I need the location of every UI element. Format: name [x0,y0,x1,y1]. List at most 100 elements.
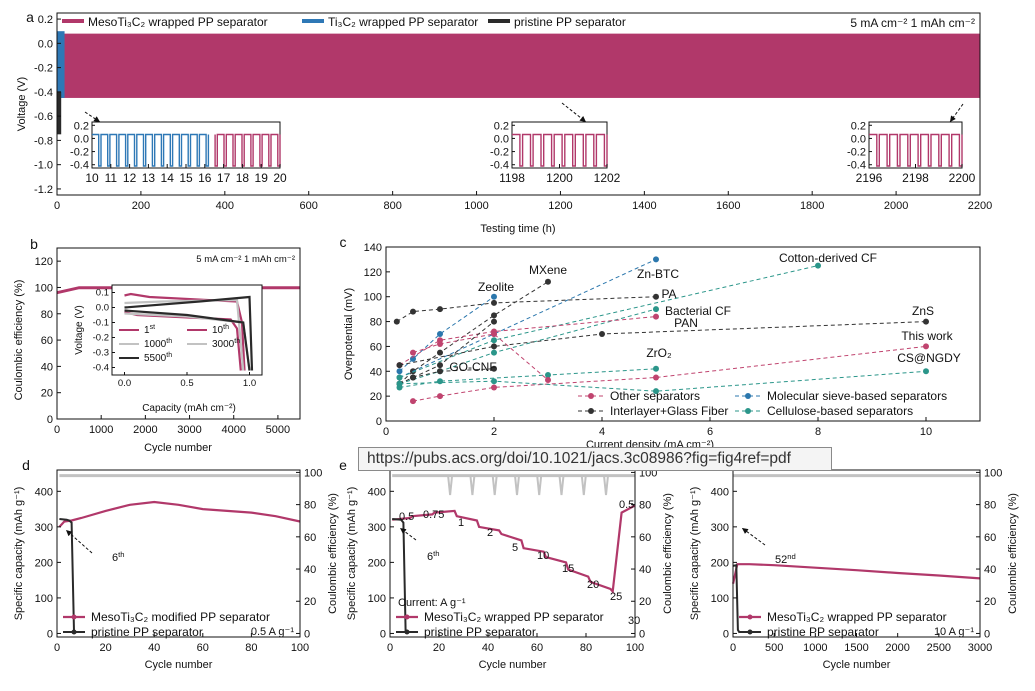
x-tick-label: 1000 [803,642,827,654]
annotation-base: 1 [144,325,150,336]
scatter-series-line [399,258,657,378]
ce-dip [447,475,454,496]
inset-series-meso [214,133,281,167]
inset-x-tick-label: 2200 [949,171,976,185]
scatter-point [491,337,497,344]
legend-marker [747,614,753,620]
x-tick-label-c: 0 [383,426,389,438]
rate-label: 30 [628,615,640,627]
x-tick-label-c: 4 [599,426,605,438]
series-line-meso [392,504,636,595]
x-tick-label: 40 [148,642,160,654]
x-tick-label-b: 1000 [89,424,113,436]
legend-label-c: Molecular sieve-based separators [767,389,947,403]
legend-marker [71,629,77,635]
y-tick-label-a: -1.2 [34,184,53,196]
y2-tick-label: 40 [304,564,316,576]
scatter-point [545,278,551,285]
y-tick-label: 0 [47,628,53,640]
y2-tick-label: 60 [304,532,316,544]
y-tick-label-a: -0.6 [34,111,53,123]
annotation-sup: th [234,338,240,345]
scatter-series-line [412,333,549,381]
x-tick-label-b: 5000 [266,424,290,436]
y2-axis-label: Coulombic efficiency (%) [662,493,674,614]
scatter-point [491,318,497,325]
condition-label: 0.5 A g⁻¹ [251,626,294,638]
legend-label-c: Interlayer+Glass Fiber [610,404,728,418]
y-tick-label-a: -0.4 [34,87,53,99]
inset-x-tick-label-b: 0.0 [118,378,131,389]
x-tick-label-a: 600 [300,200,318,212]
y-tick-label-b: 40 [41,361,53,373]
rate-label: 2 [487,527,493,539]
inset-x-tick-label: 2198 [902,171,929,185]
legend-marker [588,408,594,414]
inset-series-meso [512,133,608,167]
y-tick-label-a: -0.8 [34,135,53,147]
point-label: CS@NGDY [897,351,961,365]
scatter-point [396,380,403,387]
y-tick-label-c: 40 [370,366,382,378]
inset-curve-b [124,295,254,371]
y-tick-label-a: -1.0 [34,160,53,172]
legend-label: MesoTi₃C₂ wrapped PP separator [88,15,268,29]
inset-legend-label: 10th [212,324,229,336]
y-tick-label: 400 [368,486,386,498]
scatter-point [653,256,659,263]
y-tick-label-a: -0.2 [34,63,53,75]
inset-frame [868,121,963,169]
y-tick-label-c: 120 [364,267,382,279]
x-tick-label-c: 6 [707,426,713,438]
y-tick-label: 200 [711,557,729,569]
y-tick-label: 100 [35,593,53,605]
inset-x-tick-label: 16 [198,171,212,185]
inset-y-tick-label-b: 0.0 [96,303,109,314]
y2-tick-label: 80 [639,500,651,512]
scatter-point [491,378,497,385]
legend-label: MesoTi₃C₂ wrapped PP separator [424,610,604,624]
legend-label-c: Cellulose-based separators [767,404,913,418]
inset-series-meso [869,133,963,167]
y-tick-label-c: 100 [364,292,382,304]
inset-y-tick-label-b: -0.3 [93,348,109,359]
annotation-arrow [399,527,417,541]
legend-marker [745,393,751,399]
rate-label: 0.5 [619,499,634,511]
y-axis-label: Specific capacity (mAh g⁻¹) [13,487,25,621]
scatter-point [437,378,443,385]
series-band-pristine [57,91,62,135]
scatter-point [437,331,443,337]
scatter-point [491,299,497,306]
rate-label: 0.75 [423,509,444,521]
scatter-series-line [399,296,495,372]
current-label-e: Current: A g⁻¹ [398,597,466,609]
x-tick-label-b: 0 [54,424,60,436]
legend-label: pristine PP separator [514,15,626,29]
annotation-arrow [741,527,766,546]
y-tick-label-b: 60 [41,335,53,347]
y2-tick-label: 20 [639,596,651,608]
scatter-point [410,308,416,315]
scatter-point [653,388,659,395]
x-tick-label-a: 1400 [632,200,656,212]
scatter-point [653,374,659,381]
scatter-point [396,368,403,375]
scatter-series-line [399,321,927,366]
plot-frame-c [385,246,981,422]
inset-y-tick-label: -0.2 [70,147,89,159]
y2-tick-label: 60 [984,532,996,544]
legend-label: MesoTi₃C₂ modified PP separator [91,610,270,624]
y2-tick-label: 40 [639,564,651,576]
scatter-point [410,349,416,356]
x-tick-label-a: 2200 [968,200,992,212]
annotation-base: 6 [427,551,433,563]
annotation-label: 52nd [775,552,796,566]
ce-dip [558,475,565,496]
url-bar[interactable]: https://pubs.acs.org/doi/10.1021/jacs.3c… [358,447,832,471]
annotation-sup: nd [787,552,796,561]
inset-x-tick-label: 14 [161,171,175,185]
condition-label: 10 A g⁻¹ [934,626,974,638]
inset-x-tick-label: 11 [105,171,118,185]
x-tick-label-a: 400 [216,200,234,212]
